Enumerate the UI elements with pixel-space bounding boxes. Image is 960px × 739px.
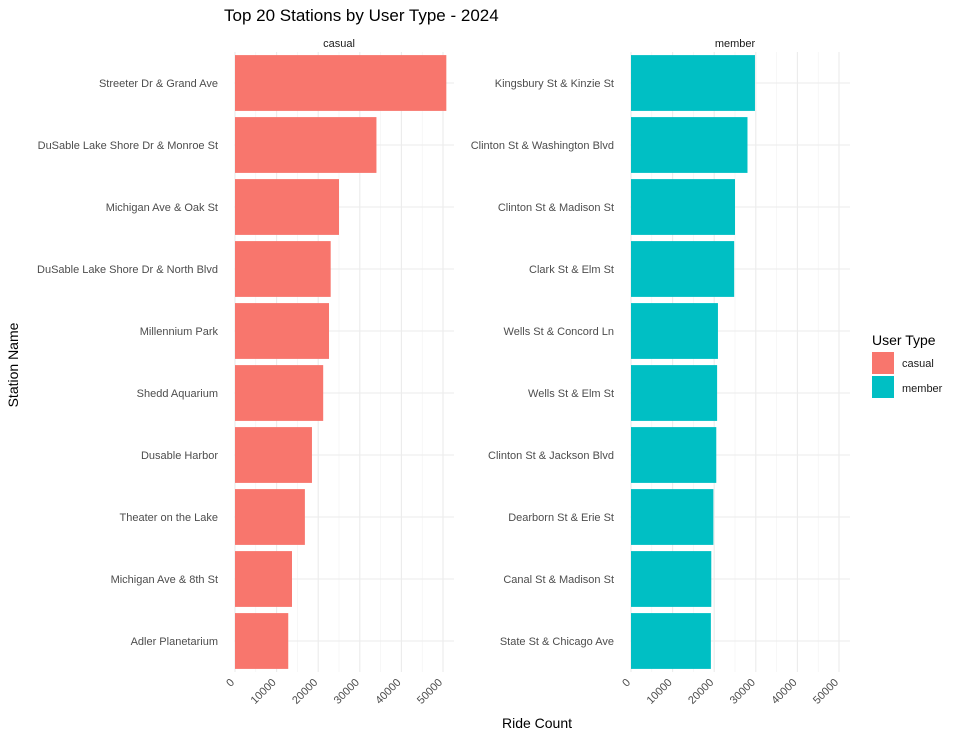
category-label: Dusable Harbor (141, 450, 218, 462)
bar-casual-9 (235, 551, 292, 607)
bar-casual-10 (235, 613, 289, 669)
bar-casual-2 (235, 117, 377, 173)
category-label: Clark St & Elm St (529, 264, 614, 276)
bar-member-7 (631, 427, 717, 483)
legend-swatch-member (872, 376, 894, 398)
category-label: Kingsbury St & Kinzie St (495, 78, 614, 90)
x-tick-label: 10000 (249, 677, 279, 707)
x-tick-label: 20000 (686, 677, 716, 707)
category-label: Clinton St & Washington Blvd (471, 140, 614, 152)
bar-casual-3 (235, 179, 339, 235)
bar-member-2 (631, 117, 748, 173)
bar-casual-5 (235, 303, 330, 359)
bar-member-3 (631, 179, 735, 235)
legend: User Type casual member (872, 332, 943, 398)
category-label: Michigan Ave & Oak St (106, 202, 218, 214)
x-tick-label: 40000 (769, 677, 799, 707)
category-label: Michigan Ave & 8th St (111, 574, 218, 586)
category-label: Canal St & Madison St (503, 574, 614, 586)
category-label: Streeter Dr & Grand Ave (99, 78, 218, 90)
panel-strip-casual: casual (323, 38, 355, 50)
legend-label-member: member (902, 383, 943, 395)
category-label: Adler Planetarium (131, 636, 218, 648)
x-axis-title: Ride Count (502, 715, 572, 731)
bar-member-6 (631, 365, 718, 421)
category-label: Theater on the Lake (120, 512, 218, 524)
category-label: State St & Chicago Ave (500, 636, 614, 648)
x-tick-label: 20000 (290, 677, 320, 707)
x-tick-label: 10000 (645, 677, 675, 707)
x-tick-label: 40000 (373, 677, 403, 707)
bar-member-1 (631, 55, 755, 111)
chart-title: Top 20 Stations by User Type - 2024 (224, 6, 499, 25)
bar-member-9 (631, 551, 712, 607)
x-tick-label: 0 (620, 677, 633, 690)
category-label: Wells St & Elm St (528, 388, 614, 400)
category-label: Millennium Park (140, 326, 219, 338)
legend-title: User Type (872, 332, 936, 348)
bar-member-10 (631, 613, 711, 669)
category-label: Wells St & Concord Ln (504, 326, 614, 338)
bar-casual-6 (235, 365, 324, 421)
category-label: Clinton St & Madison St (498, 202, 614, 214)
category-label: Dearborn St & Erie St (508, 512, 614, 524)
bar-member-5 (631, 303, 718, 359)
category-label: DuSable Lake Shore Dr & Monroe St (38, 140, 218, 152)
bar-member-4 (631, 241, 735, 297)
legend-label-casual: casual (902, 358, 934, 370)
bar-casual-8 (235, 489, 305, 545)
bar-casual-4 (235, 241, 331, 297)
panel-casual: casual Streeter Dr & Grand Ave DuSable La… (37, 38, 454, 707)
x-tick-label: 30000 (332, 677, 362, 707)
bar-member-8 (631, 489, 714, 545)
x-tick-label: 50000 (415, 677, 445, 707)
bar-casual-1 (235, 55, 447, 111)
x-tick-label: 0 (224, 677, 237, 690)
x-tick-label: 50000 (811, 677, 841, 707)
category-label: Shedd Aquarium (137, 388, 218, 400)
y-axis-title: Station Name (5, 322, 21, 407)
category-label: Clinton St & Jackson Blvd (488, 450, 614, 462)
category-label: DuSable Lake Shore Dr & North Blvd (37, 264, 218, 276)
panel-member: member Kingsbury St & Kinzie St Clinton S… (471, 38, 850, 707)
panel-strip-member: member (715, 38, 756, 50)
bar-casual-7 (235, 427, 312, 483)
x-tick-label: 30000 (728, 677, 758, 707)
legend-swatch-casual (872, 352, 894, 374)
